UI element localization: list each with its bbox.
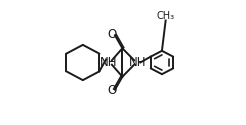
Text: O: O (107, 84, 116, 97)
Text: NH: NH (100, 56, 118, 69)
Text: O: O (107, 28, 116, 41)
Text: CH₃: CH₃ (157, 10, 175, 20)
Text: NH: NH (128, 56, 146, 69)
